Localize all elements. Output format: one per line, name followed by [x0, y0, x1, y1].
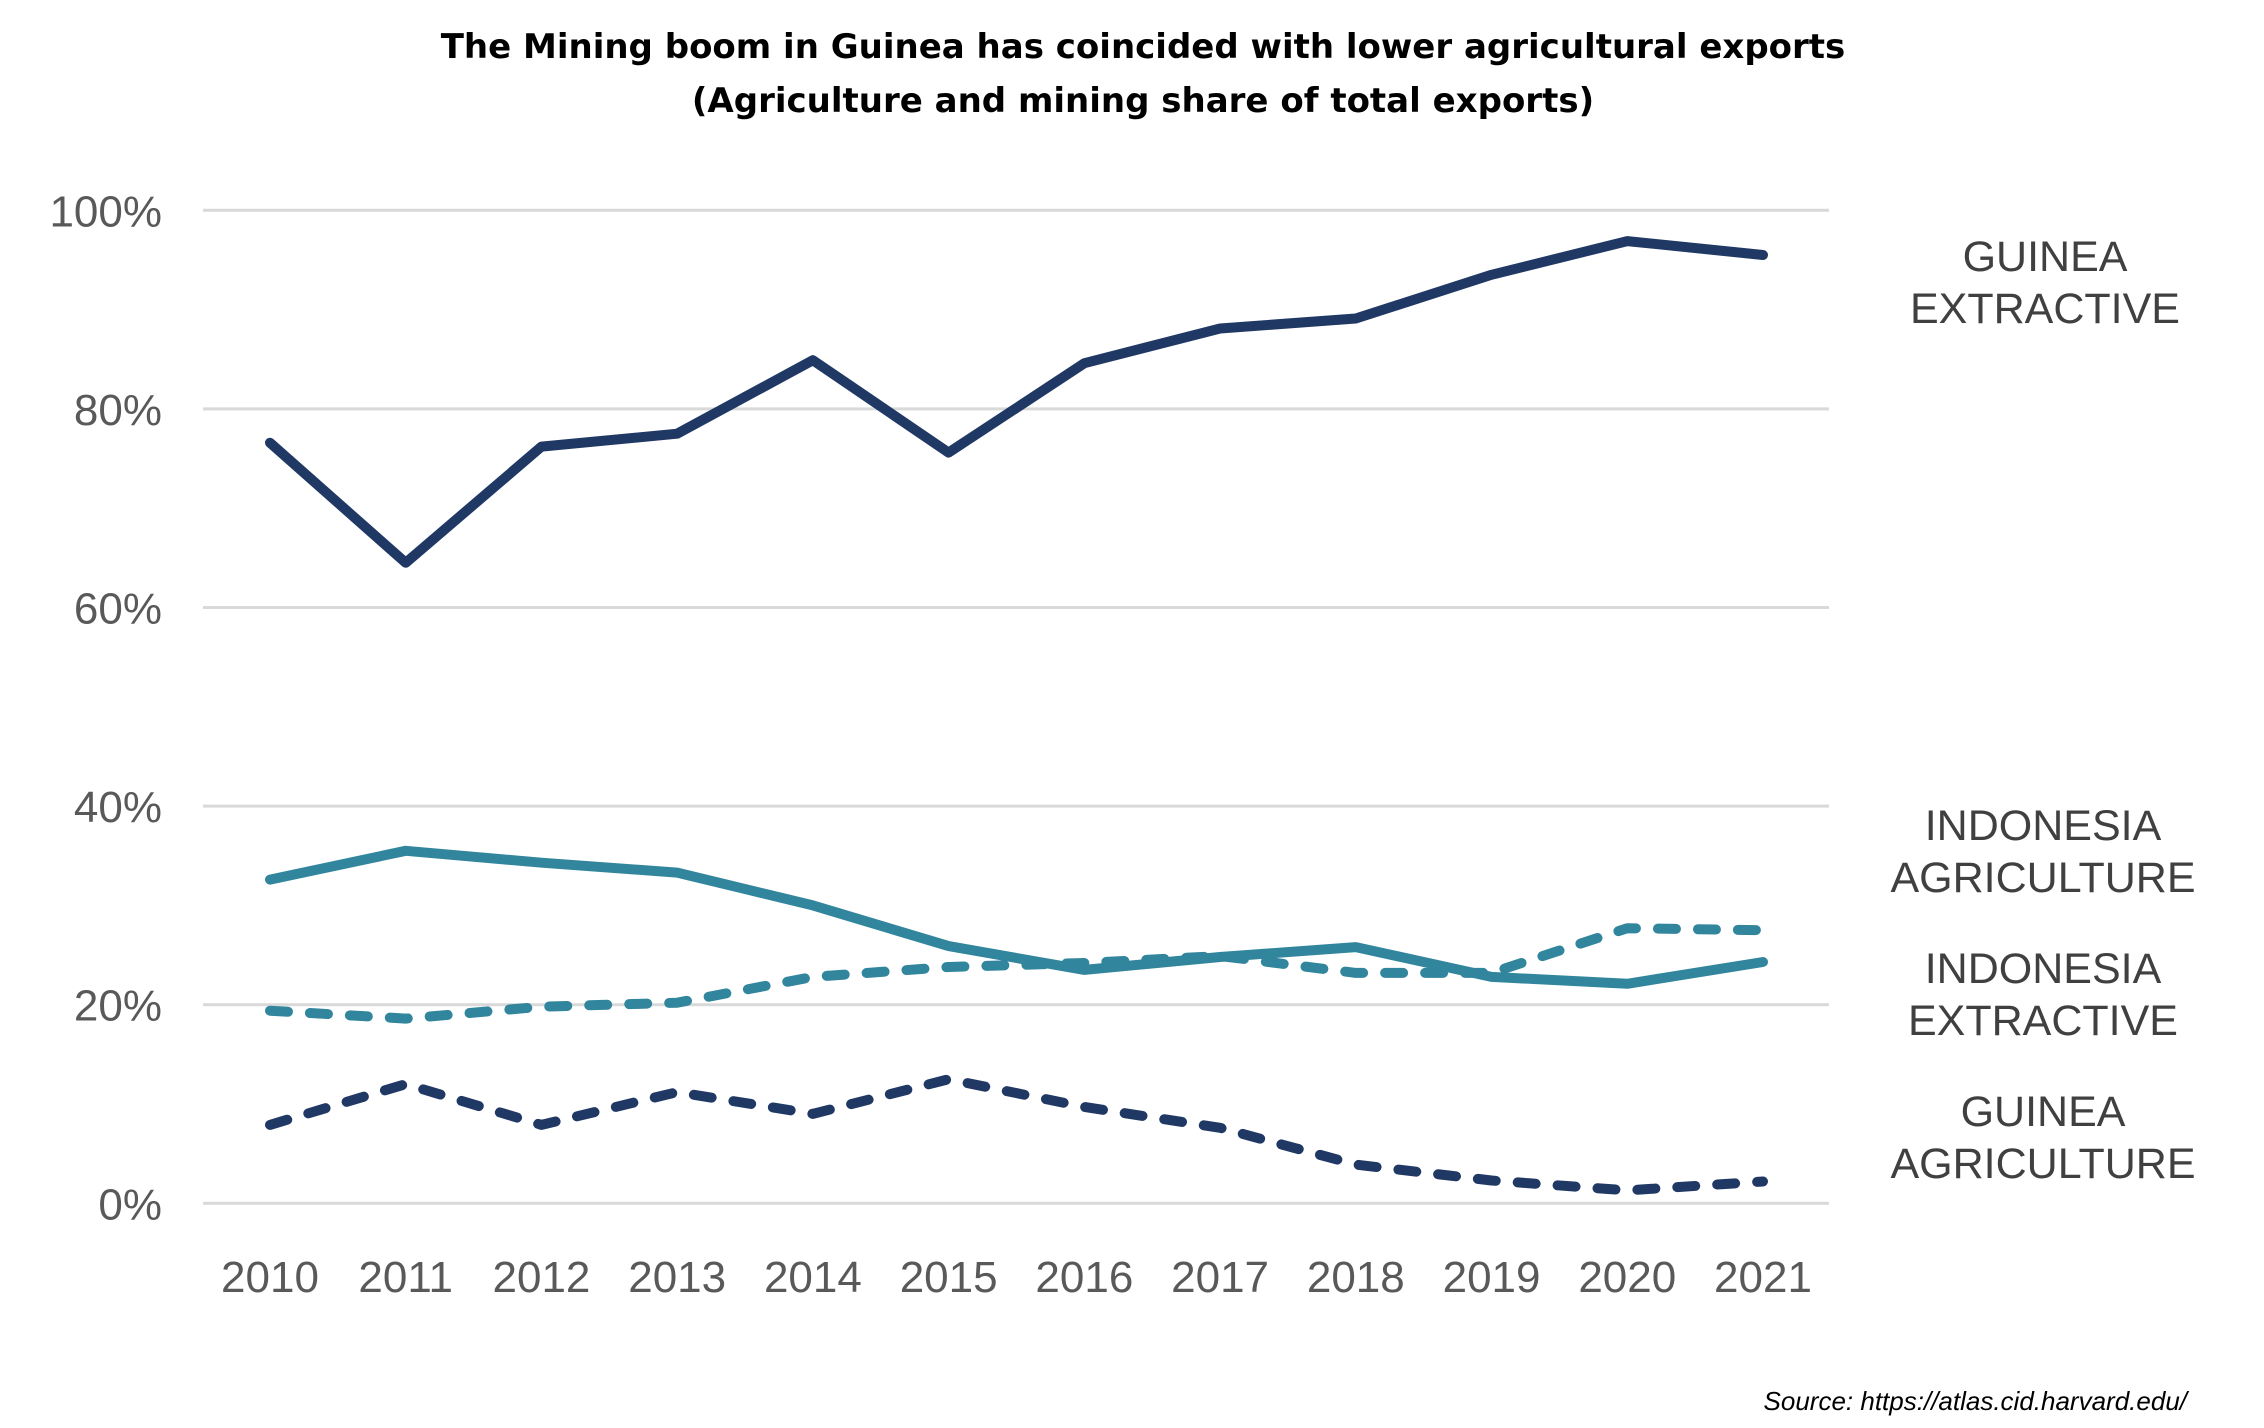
- series-label-guinea-extractive: GUINEA EXTRACTIVE: [1910, 233, 2180, 333]
- series-line-indonesia-extractive: [265, 923, 1768, 1024]
- series-label-line: AGRICULTURE: [1890, 854, 2195, 902]
- series-label-line: EXTRACTIVE: [1908, 997, 2178, 1045]
- x-axis-tick-labels: 2010 2011 2012 2013 2014 2015 2016 2017 2018 2019…: [221, 1253, 1812, 1302]
- x-tick-label: 2014: [764, 1253, 862, 1302]
- series-label-line: AGRICULTURE: [1890, 1140, 2195, 1188]
- gridlines: [203, 208, 1829, 1205]
- series-line-guinea-extractive: [265, 236, 1768, 568]
- x-tick-label: 2020: [1578, 1253, 1676, 1302]
- y-tick-label: 60%: [74, 585, 162, 634]
- x-tick-label: 2011: [358, 1253, 453, 1302]
- series-label-guinea-agriculture: GUINEA AGRICULTURE: [1890, 1088, 2195, 1188]
- series-label-indonesia-agriculture: INDONESIA AGRICULTURE: [1890, 802, 2195, 902]
- x-tick-label: 2016: [1035, 1253, 1133, 1302]
- x-tick-label: 2013: [628, 1253, 726, 1302]
- y-axis-tick-labels: 0% 20% 40% 60% 80% 100%: [49, 187, 162, 1229]
- chart-title: The Mining boom in Guinea has coincided …: [441, 27, 1846, 67]
- y-tick-label: 100%: [49, 187, 162, 236]
- series-label-line: GUINEA: [1963, 233, 2128, 281]
- series-lines: [265, 236, 1768, 1196]
- y-tick-label: 0%: [98, 1180, 162, 1229]
- series-line-guinea-agriculture: [265, 1074, 1768, 1196]
- series-label-line: INDONESIA: [1925, 802, 2162, 850]
- chart-subtitle: (Agriculture and mining share of total e…: [692, 81, 1594, 121]
- y-tick-label: 20%: [74, 982, 162, 1031]
- y-tick-label: 80%: [74, 386, 162, 435]
- x-tick-label: 2012: [493, 1253, 591, 1302]
- series-line-indonesia-agriculture: [265, 845, 1768, 989]
- x-tick-label: 2015: [900, 1253, 998, 1302]
- series-label-line: INDONESIA: [1925, 945, 2162, 993]
- source-note: Source: https://atlas.cid.harvard.edu/: [1764, 1386, 2190, 1416]
- x-tick-label: 2010: [221, 1253, 319, 1302]
- x-tick-label: 2021: [1714, 1253, 1812, 1302]
- x-tick-label: 2018: [1307, 1253, 1405, 1302]
- series-label-line: EXTRACTIVE: [1910, 285, 2180, 333]
- x-tick-label: 2017: [1171, 1253, 1269, 1302]
- x-tick-label: 2019: [1443, 1253, 1541, 1302]
- series-label-line: GUINEA: [1961, 1088, 2126, 1136]
- y-tick-label: 40%: [74, 783, 162, 832]
- series-label-indonesia-extractive: INDONESIA EXTRACTIVE: [1908, 945, 2178, 1045]
